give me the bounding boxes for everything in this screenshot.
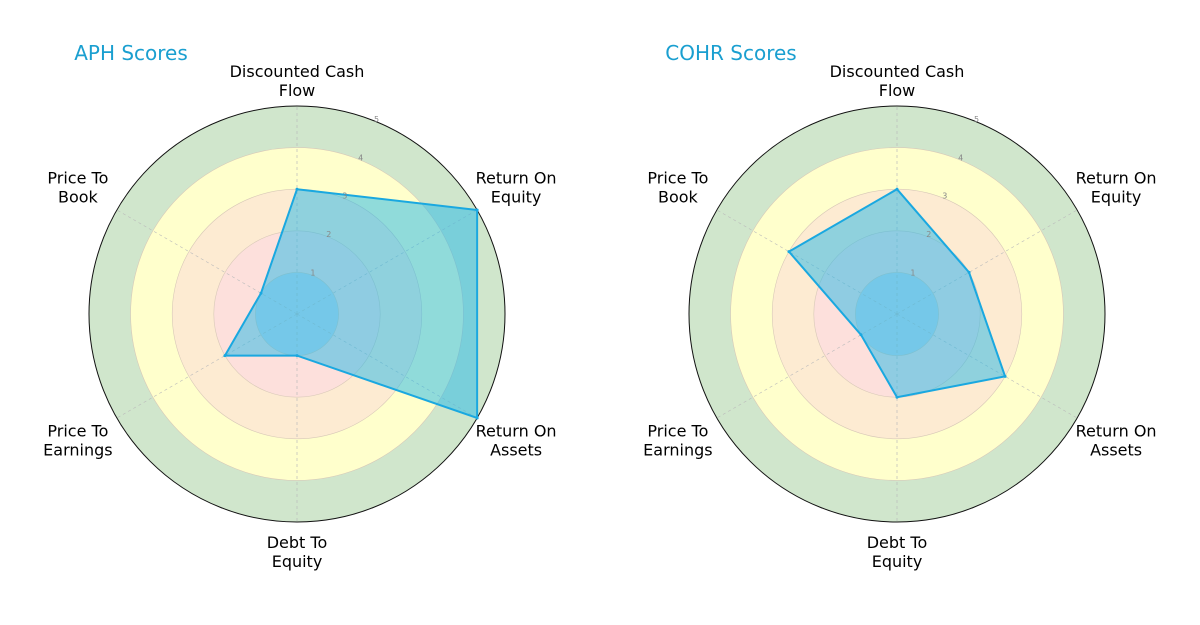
axis-label-line: Discounted Cash [830,62,965,81]
axis-label-line: Assets [490,441,542,460]
data-point-5 [223,354,227,358]
data-point-3 [1003,374,1007,378]
axis-label-line: Flow [879,81,916,100]
axis-label-line: Return On [1076,169,1157,188]
axis-label-line: Book [58,188,99,207]
axis-label-line: Return On [476,422,557,441]
spoke-line [896,209,1078,315]
data-point-3 [475,416,479,420]
radial-tick-label: 2 [326,230,331,239]
data-point-1 [295,187,299,191]
radial-tick-label: 1 [910,269,915,278]
data-point-4 [895,395,899,399]
axis-label: Debt To Equity [267,533,328,571]
axis-label-line: Return On [1076,422,1157,441]
axis-label-line: Flow [279,81,316,100]
axis-label-line: Equity [1091,188,1142,207]
axis-label: Return On Assets [476,422,557,460]
axis-label: Return On Equity [476,169,557,207]
axis-label-line: Earnings [643,441,712,460]
chart-title: APH Scores [74,41,188,65]
axis-label-line: Equity [872,552,923,571]
axis-label: Price To Book [647,169,708,207]
axis-label-line: Discounted Cash [230,62,365,81]
data-point-2 [475,208,479,212]
chart-title: COHR Scores [665,41,796,65]
data-point-5 [859,333,863,337]
spoke-line [716,313,898,419]
axis-label: Price To Book [47,169,108,207]
axis-label: Return On Assets [1076,422,1157,460]
axis-label-line: Book [658,188,699,207]
axis-label-line: Equity [491,188,542,207]
axis-label-line: Debt To [267,533,328,552]
axis-label-line: Return On [476,169,557,188]
spoke-line [116,209,298,315]
data-point-2 [967,270,971,274]
radial-tick-label: 3 [942,192,947,201]
axis-label-line: Price To [47,422,108,441]
axis-label-line: Debt To [867,533,928,552]
axis-label-line: Price To [47,169,108,188]
axis-label-line: Price To [647,422,708,441]
axis-label: Discounted Cash Flow [830,62,965,100]
spoke-line [116,313,298,419]
axis-label: Return On Equity [1076,169,1157,207]
radial-tick-label: 2 [926,230,931,239]
axis-label: Discounted Cash Flow [230,62,365,100]
axis-label: Price To Earnings [43,422,112,460]
axis-label-line: Equity [272,552,323,571]
axis-label: Debt To Equity [867,533,928,571]
data-point-4 [295,354,299,358]
radial-tick-label: 4 [358,153,363,162]
axis-label-line: Assets [1090,441,1142,460]
radial-tick-label: 1 [310,269,315,278]
radial-tick-label: 5 [374,115,379,124]
axis-label-line: Price To [647,169,708,188]
radial-tick-label: 3 [342,192,347,201]
radial-tick-label: 5 [974,115,979,124]
axis-label: Price To Earnings [643,422,712,460]
axis-label-line: Earnings [43,441,112,460]
data-point-6 [787,250,791,254]
radial-tick-label: 4 [958,153,963,162]
data-point-6 [259,291,263,295]
data-point-1 [895,187,899,191]
